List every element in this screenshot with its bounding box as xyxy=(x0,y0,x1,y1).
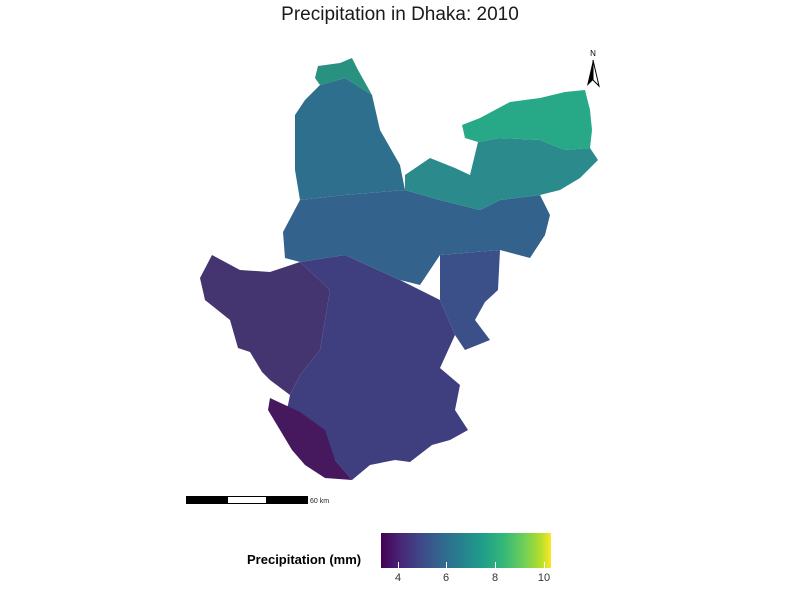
district-lowest xyxy=(268,398,352,480)
district-northwest xyxy=(295,78,405,200)
legend-label: 8 xyxy=(491,572,499,584)
scale-segment xyxy=(227,496,267,504)
district-southwest xyxy=(200,255,330,395)
legend-tick xyxy=(544,562,545,568)
legend-title: Precipitation (mm) xyxy=(247,552,362,567)
district-north-top xyxy=(315,58,372,95)
district-east xyxy=(440,250,500,350)
legend-tick xyxy=(495,562,496,568)
scale-label: 60 km xyxy=(310,498,330,505)
scale-segment xyxy=(267,496,308,504)
district-northeast xyxy=(405,138,598,210)
north-arrow: N xyxy=(578,48,608,90)
legend-tick xyxy=(446,562,447,568)
north-label: N xyxy=(590,49,596,58)
legend-tick xyxy=(398,562,399,568)
district-center xyxy=(283,190,550,285)
north-arrow-icon: N xyxy=(587,49,600,88)
district-northeast-top xyxy=(462,90,592,150)
legend-label: 4 xyxy=(394,572,402,584)
legend-label: 10 xyxy=(537,572,551,584)
legend-label: 6 xyxy=(442,572,450,584)
scale-segment xyxy=(186,496,228,504)
legend-colorbar xyxy=(381,533,551,568)
map-title: Precipitation in Dhaka: 2010 xyxy=(281,4,519,25)
district-south-central xyxy=(280,255,468,480)
